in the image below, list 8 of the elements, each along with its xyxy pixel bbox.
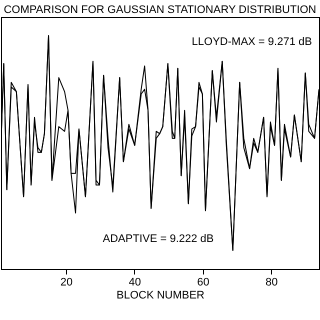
chart-title: COMPARISON FOR GAUSSIAN STATIONARY DISTRIBUTION [4,4,316,16]
x-tick-label: 40 [128,276,141,288]
x-tick-label: 60 [197,276,210,288]
x-axis-title: BLOCK NUMBER [116,290,205,302]
annotation: LLOYD-MAX = 9.271 dB [192,36,312,48]
x-tick-label: 80 [266,276,278,288]
x-tick-label: 20 [60,276,73,288]
annotation: ADAPTIVE = 9.222 dB [102,232,214,245]
